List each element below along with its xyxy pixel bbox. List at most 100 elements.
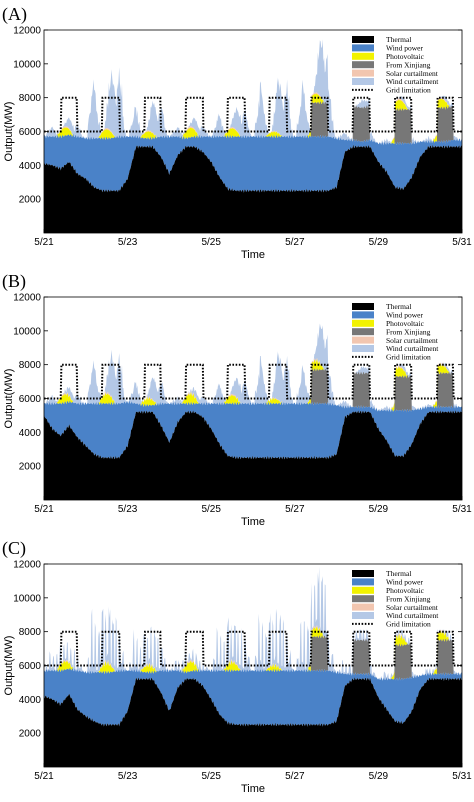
x-tick-label: 5/27	[285, 504, 305, 515]
legend-swatch	[352, 328, 374, 336]
x-tick-label: 5/25	[201, 504, 221, 515]
legend-swatch	[352, 570, 374, 577]
legend-entry: Wind curtailment	[386, 344, 439, 353]
panel-label: (B)	[2, 271, 26, 292]
legend-entry: Photovoltaic	[386, 319, 425, 328]
legend-entry: Thermal	[386, 569, 411, 578]
x-tick-label: 5/23	[118, 771, 138, 782]
legend-entry: From Xinjiang	[386, 594, 431, 603]
series-thermal	[44, 144, 462, 233]
y-tick-label: 12000	[13, 560, 41, 571]
x-tick-label: 5/25	[201, 771, 221, 782]
legend-entry: Thermal	[386, 302, 411, 311]
series-photovoltaic	[44, 626, 462, 681]
legend-entry: Grid limitation	[386, 620, 431, 629]
y-tick-label: 10000	[13, 326, 41, 337]
y-tick-label: 10000	[13, 59, 41, 70]
legend-entry: From Xinjiang	[386, 327, 431, 336]
panel-c: (C) 2000 4000 6000 8000 10000 12000 5/21 5/23 5/2…	[0, 534, 474, 801]
y-tick-label: 6000	[19, 661, 42, 672]
legend-swatch	[352, 603, 374, 611]
legend-entry: Thermal	[386, 35, 411, 44]
legend-swatch	[352, 311, 374, 319]
legend-entry: Photovoltaic	[386, 52, 425, 61]
series-grid-limitation	[44, 363, 462, 400]
y-tick-label: 12000	[13, 26, 41, 37]
legend-entry: Solar curtailment	[386, 603, 439, 612]
series-thermal	[44, 677, 462, 767]
x-tick-label: 5/29	[369, 237, 389, 248]
legend-entry: Solar curtailment	[386, 69, 439, 78]
x-tick-label: 5/21	[34, 504, 54, 515]
series-grid-limitation	[44, 630, 462, 667]
legend-swatch	[352, 578, 374, 586]
legend-entry: Wind curtailment	[386, 77, 439, 86]
legend-entry: Wind power	[386, 311, 423, 320]
legend-swatch	[352, 595, 374, 603]
x-tick-label: 5/27	[285, 771, 305, 782]
series-wind-power	[44, 667, 462, 727]
legend-swatch	[352, 78, 374, 85]
series-solar-curtailment	[44, 625, 462, 681]
legend-swatch	[352, 345, 374, 352]
legend-entry: Grid limitation	[386, 353, 431, 362]
y-axis-label: Output(MW)	[3, 369, 15, 429]
x-tick-label: 5/31	[452, 504, 472, 515]
x-tick-label: 5/29	[369, 771, 389, 782]
legend-swatch	[352, 612, 374, 619]
y-tick-label: 4000	[19, 428, 42, 439]
x-tick-label: 5/21	[34, 771, 54, 782]
y-tick-label: 8000	[19, 93, 42, 104]
x-tick-label: 5/23	[118, 237, 138, 248]
series-from-xinjiang	[44, 635, 462, 681]
legend-entry: Wind power	[386, 44, 423, 53]
legend-swatch	[352, 36, 374, 43]
y-tick-label: 6000	[19, 127, 42, 138]
panel-b: (B) 2000 4000 6000 8000 10000 12000 5/21 5/23 5/2…	[0, 267, 474, 534]
y-tick-label: 2000	[19, 462, 42, 473]
x-tick-label: 5/21	[34, 237, 54, 248]
series-thermal	[44, 410, 462, 500]
series-from-xinjiang	[44, 368, 462, 413]
y-tick-label: 4000	[19, 161, 42, 172]
legend-entry: Wind power	[386, 578, 423, 587]
x-tick-label: 5/27	[285, 237, 305, 248]
legend-entry: Grid limitation	[386, 86, 431, 95]
legend-entry: From Xinjiang	[386, 60, 431, 69]
x-tick-label: 5/29	[369, 504, 389, 515]
series-grid-limitation	[44, 96, 462, 133]
series-wind-power	[44, 133, 462, 193]
legend-entry: Solar curtailment	[386, 336, 439, 345]
y-tick-label: 12000	[13, 293, 41, 304]
legend-swatch	[352, 69, 374, 77]
x-tick-label: 5/25	[201, 237, 221, 248]
legend-swatch	[352, 336, 374, 344]
y-tick-label: 8000	[19, 627, 42, 638]
panel-a: (A) 2000 4000 6000 8000 10000 12000 5/21 5/23 5/2…	[0, 0, 474, 267]
y-tick-label: 8000	[19, 360, 42, 371]
legend-swatch	[352, 52, 374, 60]
x-tick-label: 5/31	[452, 771, 472, 782]
x-tick-label: 5/31	[452, 237, 472, 248]
x-tick-label: 5/23	[118, 504, 138, 515]
series-photovoltaic	[44, 93, 462, 146]
legend-swatch	[352, 303, 374, 310]
x-axis-label: Time	[241, 783, 265, 795]
series-from-xinjiang	[44, 101, 462, 146]
y-tick-label: 10000	[13, 593, 41, 604]
series-wind-power	[44, 400, 462, 460]
y-axis-label: Output(MW)	[3, 102, 15, 162]
chart-b: (B) 2000 4000 6000 8000 10000 12000 5/21 5/23 5/2…	[2, 271, 472, 528]
panel-label: (C)	[2, 538, 26, 559]
y-tick-label: 4000	[19, 695, 42, 706]
legend-entry: Wind curtailment	[386, 611, 439, 620]
x-axis-label: Time	[241, 516, 265, 528]
legend-swatch	[352, 586, 374, 594]
chart-c: (C) 2000 4000 6000 8000 10000 12000 5/21 5/23 5/2…	[2, 538, 472, 795]
y-tick-label: 2000	[19, 195, 42, 206]
legend-swatch	[352, 61, 374, 69]
y-tick-label: 2000	[19, 729, 42, 740]
